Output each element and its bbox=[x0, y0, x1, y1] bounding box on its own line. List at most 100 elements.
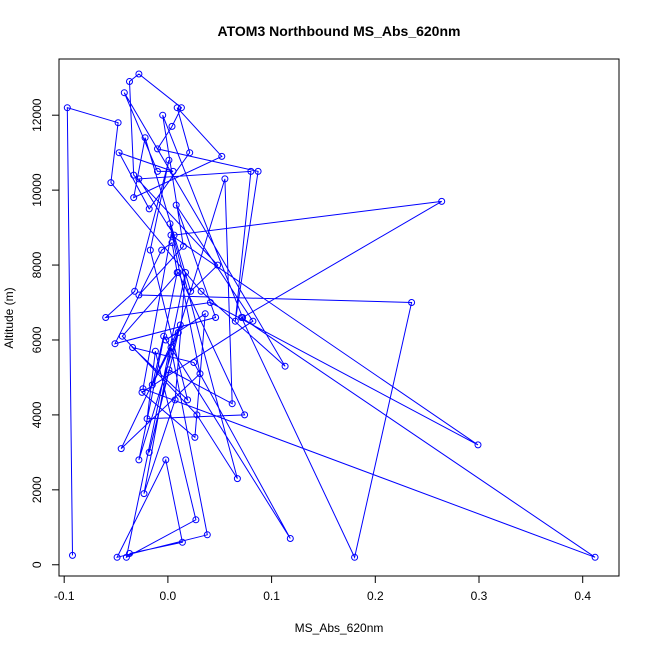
data-point bbox=[148, 381, 156, 389]
data-point bbox=[591, 553, 599, 561]
data-point bbox=[131, 287, 139, 295]
data-point bbox=[169, 167, 177, 175]
data-point bbox=[187, 287, 195, 295]
data-point bbox=[231, 317, 239, 325]
data-point bbox=[135, 175, 143, 183]
data-point bbox=[196, 370, 204, 378]
data-point bbox=[174, 269, 182, 276]
data-point bbox=[214, 261, 222, 269]
data-point bbox=[171, 396, 179, 404]
data-point bbox=[184, 396, 192, 404]
x-tick-label: -0.1 bbox=[54, 589, 75, 603]
data-point bbox=[162, 336, 170, 344]
data-point bbox=[166, 220, 174, 228]
data-point bbox=[135, 70, 143, 78]
data-point bbox=[408, 299, 416, 306]
data-point bbox=[168, 122, 176, 130]
data-point bbox=[176, 321, 184, 329]
data-point bbox=[115, 149, 123, 157]
data-point bbox=[178, 538, 186, 546]
y-axis-label: Altitude (m) bbox=[2, 287, 16, 348]
data-point bbox=[170, 231, 178, 239]
x-tick-label: 0.0 bbox=[160, 589, 177, 603]
y-tick-label: 10000 bbox=[30, 173, 44, 207]
x-tick-label: 0.1 bbox=[263, 589, 280, 603]
data-point bbox=[159, 111, 167, 119]
data-point bbox=[190, 359, 198, 366]
data-point bbox=[179, 242, 187, 250]
data-point bbox=[160, 332, 168, 340]
data-point bbox=[192, 516, 200, 524]
data-point bbox=[118, 332, 126, 340]
data-point bbox=[228, 400, 236, 408]
data-point bbox=[173, 104, 181, 112]
data-point bbox=[130, 171, 138, 179]
y-tick-label: 4000 bbox=[30, 401, 44, 428]
data-point bbox=[167, 231, 175, 239]
data-point bbox=[135, 456, 143, 464]
data-point bbox=[182, 269, 189, 276]
data-point bbox=[162, 456, 170, 464]
data-point bbox=[107, 179, 115, 187]
data-point bbox=[254, 167, 262, 175]
data-point bbox=[114, 119, 122, 127]
data-point bbox=[191, 433, 199, 441]
data-point bbox=[69, 551, 76, 559]
y-tick-label: 8000 bbox=[30, 251, 44, 278]
x-axis-label: MS_Abs_620nm bbox=[295, 621, 384, 635]
data-point bbox=[193, 411, 201, 419]
data-point bbox=[281, 362, 289, 370]
data-point bbox=[102, 314, 110, 321]
data-point bbox=[158, 246, 166, 254]
data-point bbox=[221, 175, 229, 183]
data-point bbox=[474, 441, 482, 449]
y-tick-label: 12000 bbox=[30, 98, 44, 132]
data-point bbox=[172, 201, 180, 209]
x-axis: -0.1 0.0 0.1 0.2 0.3 0.4 bbox=[54, 575, 591, 603]
x-tick-label: 0.4 bbox=[574, 589, 591, 603]
chart-title: ATOM3 Northbound MS_Abs_620nm bbox=[218, 23, 461, 39]
data-point bbox=[177, 104, 185, 112]
y-tick-label: 2000 bbox=[30, 476, 44, 503]
data-point bbox=[151, 347, 159, 355]
data-point bbox=[201, 310, 209, 318]
data-point bbox=[167, 344, 175, 351]
data-point bbox=[165, 366, 173, 374]
data-point bbox=[111, 340, 119, 348]
series-layer bbox=[63, 70, 599, 561]
data-point bbox=[117, 445, 125, 453]
y-tick-label: 6000 bbox=[30, 326, 44, 353]
data-point bbox=[145, 448, 153, 456]
data-point bbox=[165, 156, 173, 164]
data-point bbox=[238, 314, 245, 321]
x-tick-label: 0.3 bbox=[471, 589, 488, 603]
data-point bbox=[241, 411, 249, 419]
y-axis: 0 2000 4000 6000 8000 10000 12000 bbox=[30, 98, 60, 568]
data-point bbox=[145, 205, 153, 213]
data-point bbox=[197, 287, 205, 295]
data-point bbox=[218, 152, 226, 160]
data-point bbox=[120, 89, 128, 97]
data-point bbox=[140, 490, 148, 498]
data-point bbox=[174, 329, 182, 336]
x-tick-label: 0.2 bbox=[367, 589, 384, 603]
data-point bbox=[129, 344, 137, 351]
data-point bbox=[168, 239, 176, 247]
data-point bbox=[135, 291, 143, 299]
data-point bbox=[203, 531, 211, 539]
y-tick-label: 0 bbox=[30, 561, 44, 568]
data-point bbox=[233, 475, 241, 483]
data-point bbox=[247, 167, 255, 175]
data-point bbox=[286, 535, 294, 542]
data-point bbox=[143, 415, 151, 423]
data-point bbox=[154, 167, 161, 175]
data-point bbox=[126, 78, 133, 85]
data-point bbox=[212, 314, 220, 321]
data-point bbox=[141, 134, 149, 142]
data-point bbox=[186, 149, 194, 157]
data-point bbox=[130, 194, 138, 202]
data-point bbox=[63, 104, 71, 112]
data-point bbox=[146, 246, 154, 254]
